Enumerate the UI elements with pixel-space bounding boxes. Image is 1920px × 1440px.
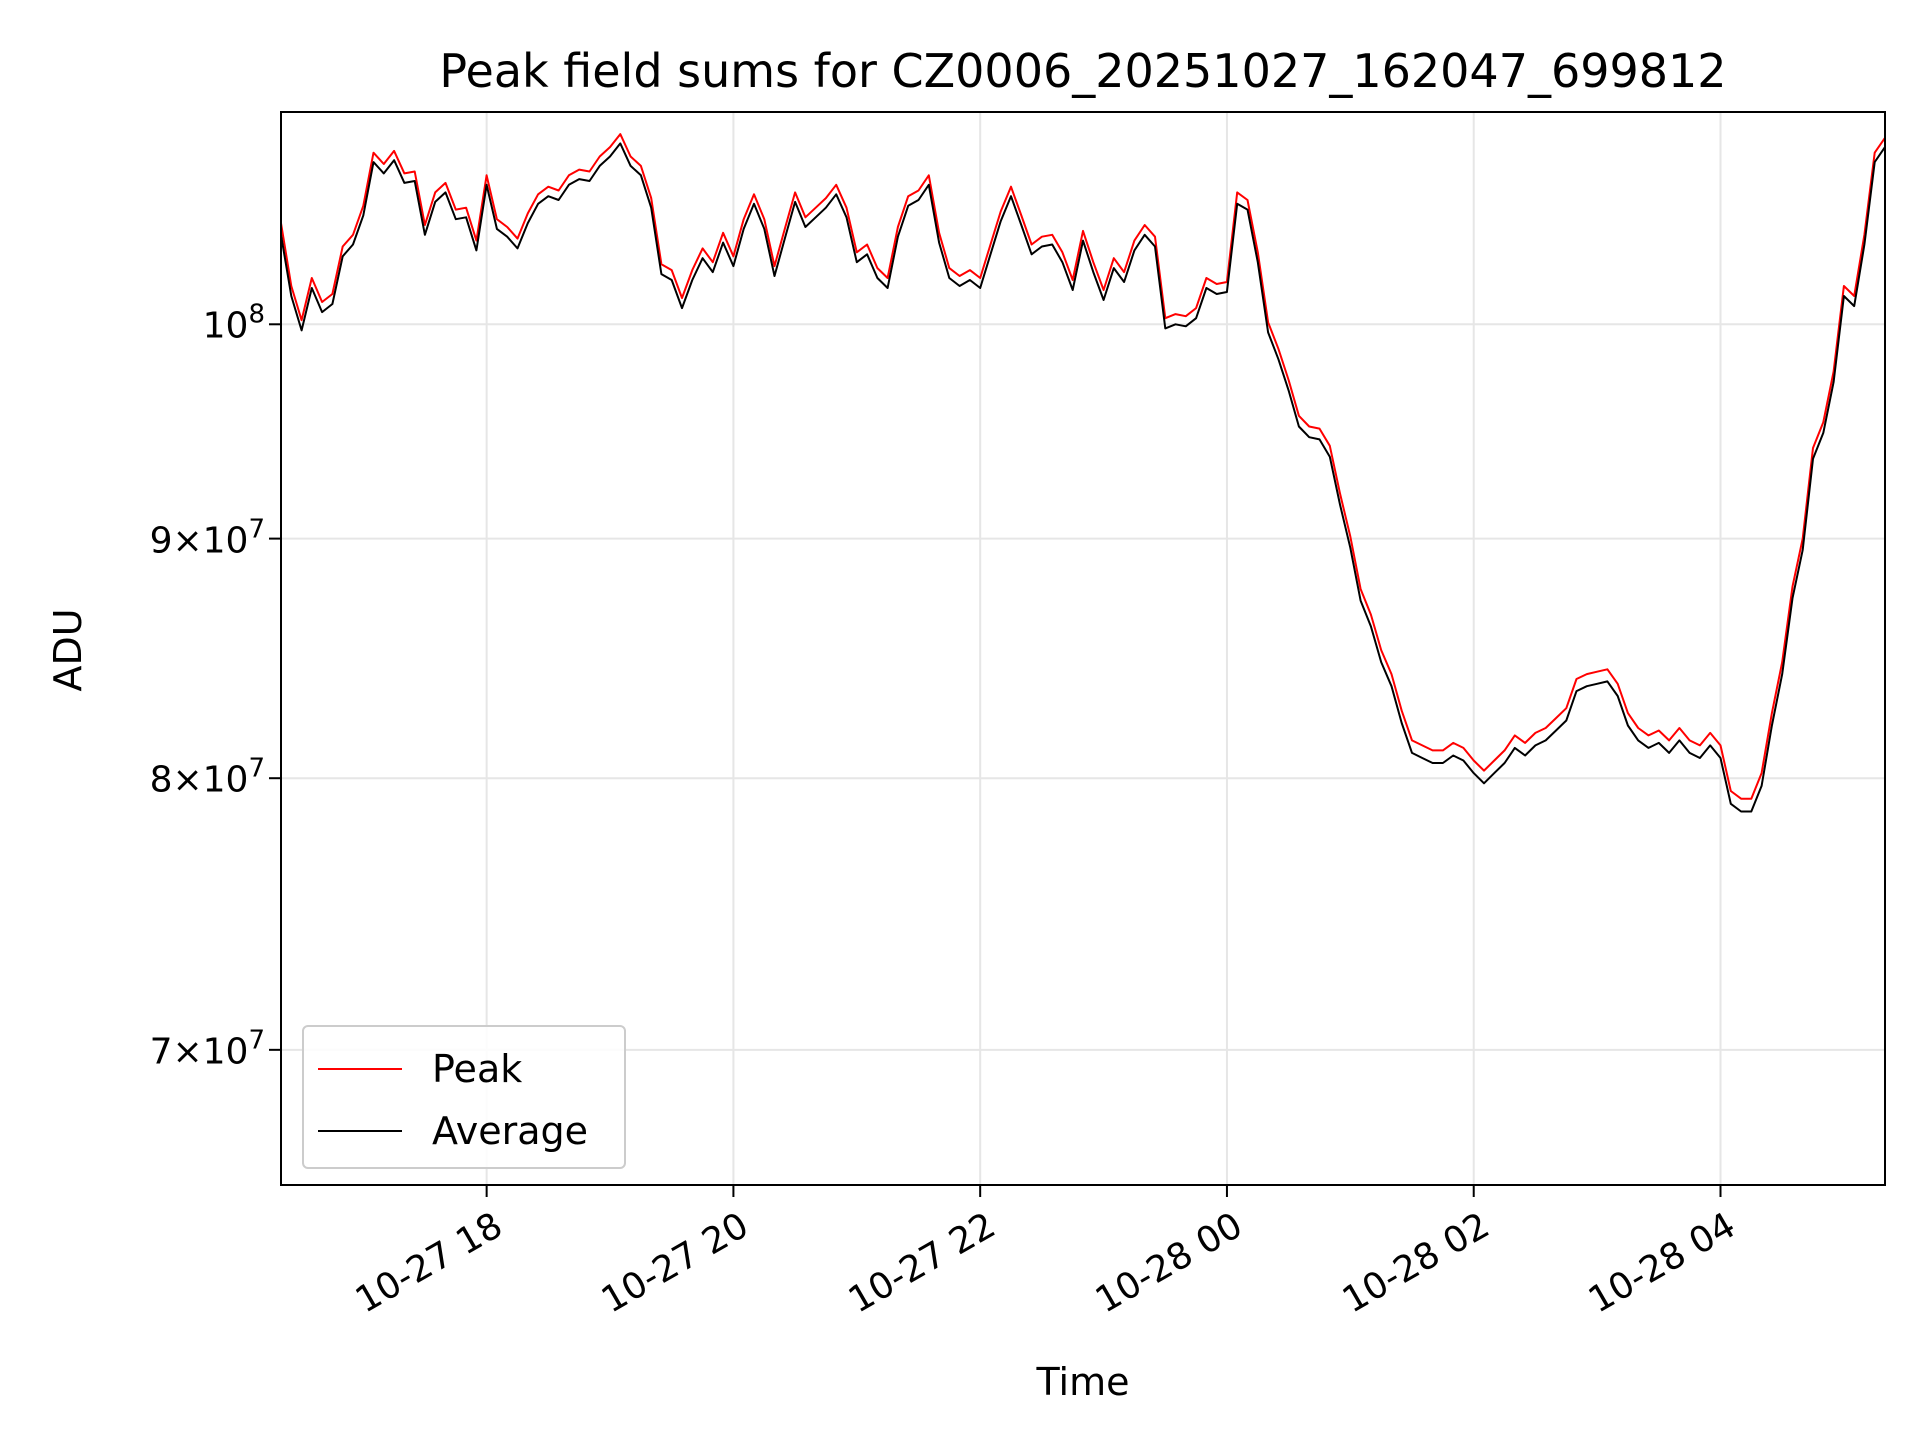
legend-item-average: Average bbox=[318, 1107, 588, 1155]
y-tick-label: 108 bbox=[202, 299, 265, 347]
x-axis-label: Time bbox=[1036, 1360, 1130, 1404]
chart-title: Peak field sums for CZ0006_20251027_1620… bbox=[439, 44, 1727, 98]
series-line-peak bbox=[280, 133, 1886, 800]
legend-label-average: Average bbox=[432, 1109, 589, 1153]
legend-item-peak: Peak bbox=[318, 1045, 522, 1093]
y-tick-label: 9×107 bbox=[149, 514, 265, 562]
series-line-average bbox=[280, 142, 1886, 813]
legend: Peak Average bbox=[302, 1025, 626, 1169]
series-layer bbox=[280, 133, 1886, 813]
y-axis-label: ADU bbox=[46, 608, 90, 692]
y-tick-label: 8×107 bbox=[149, 753, 265, 801]
legend-swatch-peak bbox=[318, 1068, 402, 1070]
legend-swatch-average bbox=[318, 1130, 402, 1132]
axes-frame bbox=[280, 111, 1886, 1186]
legend-label-peak: Peak bbox=[432, 1047, 523, 1091]
tick-marks bbox=[269, 323, 1722, 1197]
y-tick-label: 7×107 bbox=[149, 1025, 265, 1073]
